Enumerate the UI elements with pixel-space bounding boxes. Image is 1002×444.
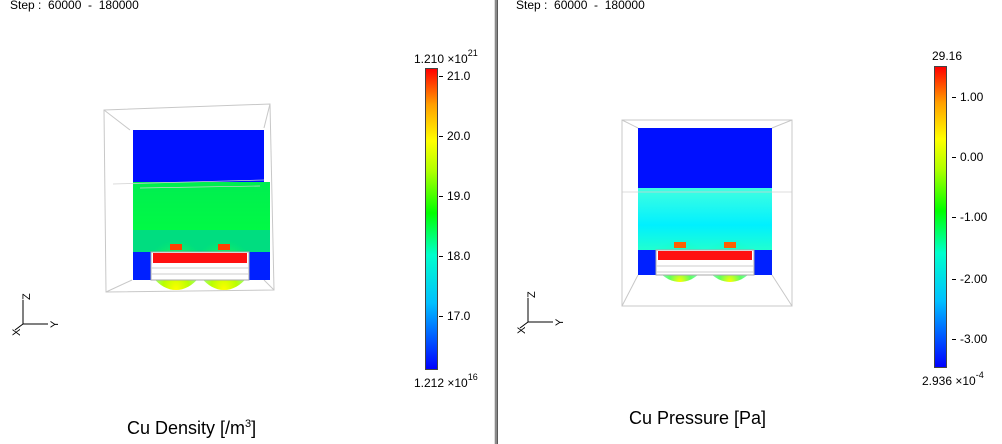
colorbar-min-label: 1.212 ×1016	[414, 372, 478, 390]
plot-title: Cu Pressure [Pa]	[629, 408, 767, 428]
colorbar-tick: -2.00	[951, 272, 988, 286]
colorbar-tick: 0.00	[951, 150, 984, 164]
bounding-box-wireframe	[621, 119, 793, 307]
bounding-box-wireframe	[103, 103, 275, 293]
density-colorbar	[425, 68, 438, 370]
electrode-bar	[153, 253, 247, 263]
colorbar-tick: -1.00	[951, 210, 988, 224]
colorbar-tick: 21.0	[438, 69, 471, 83]
axis-triad	[14, 300, 48, 331]
density-3d-plot[interactable]: Z Y X	[0, 0, 494, 444]
low-density-region	[133, 130, 264, 182]
colorbar-tick: -3.00	[951, 332, 988, 346]
axis-triad	[519, 298, 553, 329]
colorbar-max-label: 1.210 ×1021	[414, 48, 478, 66]
density-view-panel[interactable]: Step : 60000 - 180000	[0, 0, 494, 444]
electrode-bar	[658, 251, 752, 260]
colorbar-tick: 18.0	[438, 249, 471, 263]
axis-z-label: Z	[21, 293, 33, 300]
axis-x-label: X	[11, 328, 23, 336]
colorbar-tick: 20.0	[438, 129, 471, 143]
colorbar-tick: 17.0	[438, 309, 471, 323]
axis-z-label: Z	[526, 291, 538, 298]
axis-y-label: Y	[554, 318, 566, 326]
plot-title: Cu Density [/m3]	[127, 418, 257, 438]
colorbar-tick: 1.00	[951, 90, 984, 104]
step-range-label: Step : 60000 - 180000	[516, 0, 645, 12]
pressure-view-panel[interactable]: Step : 60000 - 180000	[498, 0, 1002, 444]
axis-y-label: Y	[49, 320, 61, 328]
colorbar-tick: 19.0	[438, 189, 471, 203]
panel-splitter[interactable]	[494, 0, 498, 444]
pressure-3d-plot[interactable]: Z Y X	[498, 0, 1002, 444]
axis-x-label: X	[516, 326, 528, 334]
colorbar-min-label: 2.936 ×10-4	[922, 370, 984, 388]
low-pressure-region	[638, 128, 772, 188]
colorbar-max-label: 29.16	[932, 49, 963, 63]
step-range-label: Step : 60000 - 180000	[10, 0, 139, 12]
pressure-colorbar	[934, 66, 947, 368]
